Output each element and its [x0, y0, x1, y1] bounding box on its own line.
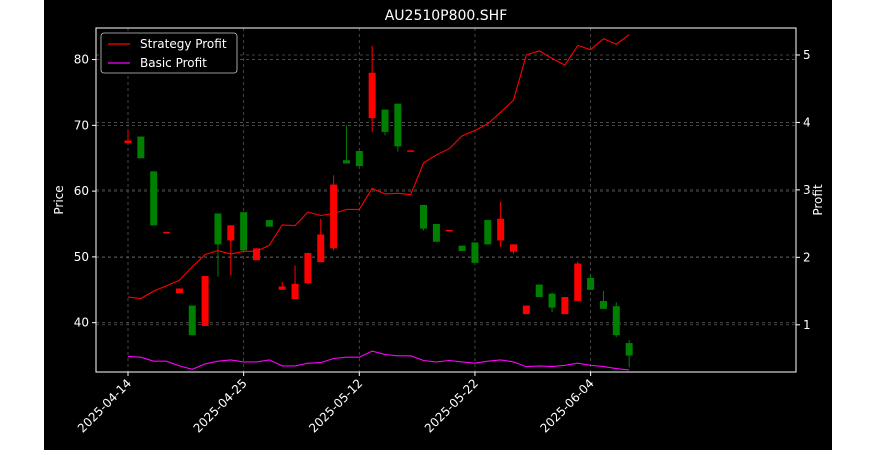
candle-body: [124, 140, 132, 144]
candle-body: [445, 229, 453, 232]
price-tick-label: 70: [74, 118, 89, 132]
legend-strategy-label: Strategy Profit: [140, 37, 227, 51]
candle-body: [548, 293, 556, 308]
candle-body: [497, 218, 505, 241]
date-tick-label: 2025-04-25: [191, 376, 250, 435]
candle-layer: [124, 45, 633, 368]
candle-body: [510, 244, 517, 252]
profit-axis-label: Profit: [811, 184, 825, 216]
candle-body: [291, 283, 299, 299]
candle-body: [163, 231, 171, 234]
profit-lines-layer: [127, 34, 630, 371]
candle-body: [137, 136, 145, 159]
chart-title: AU2510P800.SHF: [385, 8, 508, 24]
basic-profit-line: [127, 350, 630, 371]
candle-body: [381, 109, 389, 132]
candle-body: [394, 103, 402, 147]
candle-body: [240, 212, 248, 251]
candle-body: [522, 305, 530, 315]
candle-body: [214, 213, 222, 245]
candle-body: [612, 306, 620, 336]
candle-body: [188, 305, 196, 336]
profit-axis: 1 2 3 4 5: [796, 48, 811, 332]
date-axis: 2025-04-14 2025-04-25 2025-05-12 2025-05-22…: [75, 372, 597, 435]
candle-body: [265, 220, 273, 227]
date-tick-label: 2025-05-22: [422, 376, 481, 435]
candle-body: [304, 252, 312, 284]
candle-body: [355, 150, 363, 167]
candle-body: [150, 171, 158, 226]
price-axis: 40 50 60 70 80: [74, 53, 96, 330]
grid-layer: [96, 28, 796, 372]
profit-tick-label: 5: [803, 48, 811, 62]
date-tick-label: 2025-04-14: [75, 376, 134, 435]
date-tick-label: 2025-05-12: [306, 376, 365, 435]
candle-body: [278, 286, 286, 290]
candle-body: [574, 263, 582, 301]
candle-body: [458, 245, 466, 251]
profit-tick-label: 1: [803, 318, 811, 332]
candle-body: [471, 242, 479, 263]
candle-body: [253, 248, 260, 261]
candle-body: [599, 300, 607, 309]
price-tick-label: 50: [74, 250, 89, 264]
price-axis-label: Price: [52, 185, 66, 214]
candle-body: [407, 150, 415, 152]
price-tick-label: 80: [74, 53, 89, 67]
candle-body: [342, 160, 350, 164]
candle-body: [201, 275, 209, 326]
legend-box: [100, 32, 238, 74]
price-tick-label: 60: [74, 184, 89, 198]
candle-body: [175, 288, 183, 294]
date-tick-label: 2025-06-04: [538, 376, 597, 435]
strategy-profit-line: [127, 34, 630, 300]
candle-body: [330, 184, 338, 249]
candle-body: [625, 343, 633, 356]
profit-tick-label: 4: [803, 115, 811, 129]
candle-body: [432, 224, 440, 242]
profit-tick-label: 2: [803, 250, 811, 264]
candle-body: [227, 225, 235, 241]
candle-body: [484, 220, 492, 245]
price-tick-label: 40: [74, 316, 89, 330]
plot-frame: [95, 27, 797, 373]
candle-body: [587, 277, 595, 290]
candle-body: [317, 234, 325, 263]
legend-basic-label: Basic Profit: [140, 56, 207, 70]
candle-body: [420, 204, 428, 229]
profit-tick-label: 3: [803, 183, 811, 197]
legend: Strategy Profit Basic Profit: [100, 32, 238, 74]
candle-body: [561, 297, 569, 315]
candle-body: [535, 284, 543, 298]
candle-body: [368, 72, 376, 119]
